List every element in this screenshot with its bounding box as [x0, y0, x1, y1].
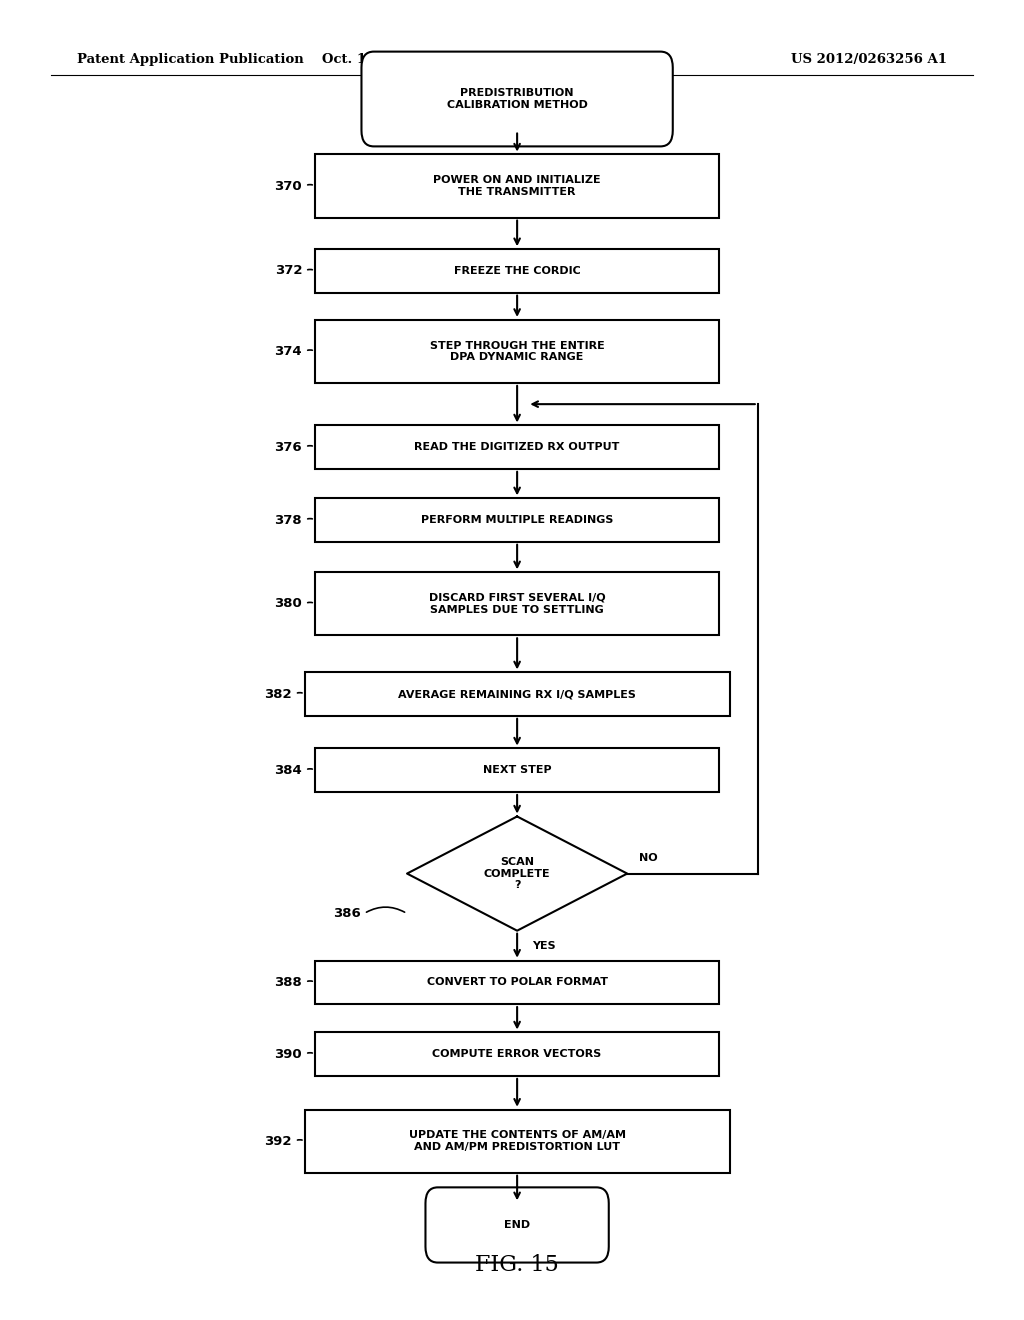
Text: Oct. 18, 2012  Sheet 15 of 18: Oct. 18, 2012 Sheet 15 of 18 — [323, 53, 538, 66]
Text: DISCARD FIRST SEVERAL I/Q
SAMPLES DUE TO SETTLING: DISCARD FIRST SEVERAL I/Q SAMPLES DUE TO… — [429, 593, 605, 615]
Bar — [305, 672, 729, 715]
Text: FIG. 15: FIG. 15 — [475, 1254, 559, 1275]
Text: CONVERT TO POLAR FORMAT: CONVERT TO POLAR FORMAT — [427, 977, 607, 987]
Text: POWER ON AND INITIALIZE
THE TRANSMITTER: POWER ON AND INITIALIZE THE TRANSMITTER — [433, 176, 601, 197]
Text: 390: 390 — [274, 1048, 302, 1061]
Text: 376: 376 — [274, 441, 302, 454]
Bar — [315, 249, 719, 293]
Bar — [315, 573, 719, 635]
Bar — [315, 425, 719, 469]
Bar — [315, 961, 719, 1005]
Bar — [315, 154, 719, 218]
Bar — [315, 498, 719, 541]
Text: Patent Application Publication: Patent Application Publication — [77, 53, 303, 66]
Text: UPDATE THE CONTENTS OF AM/AM
AND AM/PM PREDISTORTION LUT: UPDATE THE CONTENTS OF AM/AM AND AM/PM P… — [409, 1130, 626, 1152]
Bar — [305, 1110, 729, 1172]
Text: 386: 386 — [333, 907, 361, 920]
Text: AVERAGE REMAINING RX I/Q SAMPLES: AVERAGE REMAINING RX I/Q SAMPLES — [398, 689, 636, 700]
Text: NO: NO — [639, 853, 658, 863]
Text: 388: 388 — [274, 975, 302, 989]
Text: 372: 372 — [274, 264, 302, 277]
Bar — [315, 748, 719, 792]
Text: SCAN
COMPLETE
?: SCAN COMPLETE ? — [483, 857, 551, 890]
Polygon shape — [408, 817, 627, 931]
Text: 392: 392 — [264, 1135, 292, 1147]
Text: END: END — [504, 1220, 530, 1230]
Text: COMPUTE ERROR VECTORS: COMPUTE ERROR VECTORS — [432, 1049, 602, 1059]
Text: PREDISTRIBUTION
CALIBRATION METHOD: PREDISTRIBUTION CALIBRATION METHOD — [446, 88, 588, 110]
Text: FREEZE THE CORDIC: FREEZE THE CORDIC — [454, 265, 581, 276]
Text: READ THE DIGITIZED RX OUTPUT: READ THE DIGITIZED RX OUTPUT — [415, 442, 620, 453]
Text: YES: YES — [532, 941, 556, 952]
Text: US 2012/0263256 A1: US 2012/0263256 A1 — [792, 53, 947, 66]
Bar — [315, 1032, 719, 1076]
Text: STEP THROUGH THE ENTIRE
DPA DYNAMIC RANGE: STEP THROUGH THE ENTIRE DPA DYNAMIC RANG… — [430, 341, 604, 362]
FancyBboxPatch shape — [426, 1188, 608, 1262]
FancyBboxPatch shape — [361, 51, 673, 147]
Bar — [315, 319, 719, 383]
Text: PERFORM MULTIPLE READINGS: PERFORM MULTIPLE READINGS — [421, 515, 613, 525]
Text: NEXT STEP: NEXT STEP — [482, 766, 552, 775]
Text: 370: 370 — [274, 180, 302, 193]
Text: 374: 374 — [274, 345, 302, 358]
Text: 384: 384 — [274, 764, 302, 776]
Text: 378: 378 — [274, 513, 302, 527]
Text: 382: 382 — [264, 688, 292, 701]
Text: 380: 380 — [274, 597, 302, 610]
